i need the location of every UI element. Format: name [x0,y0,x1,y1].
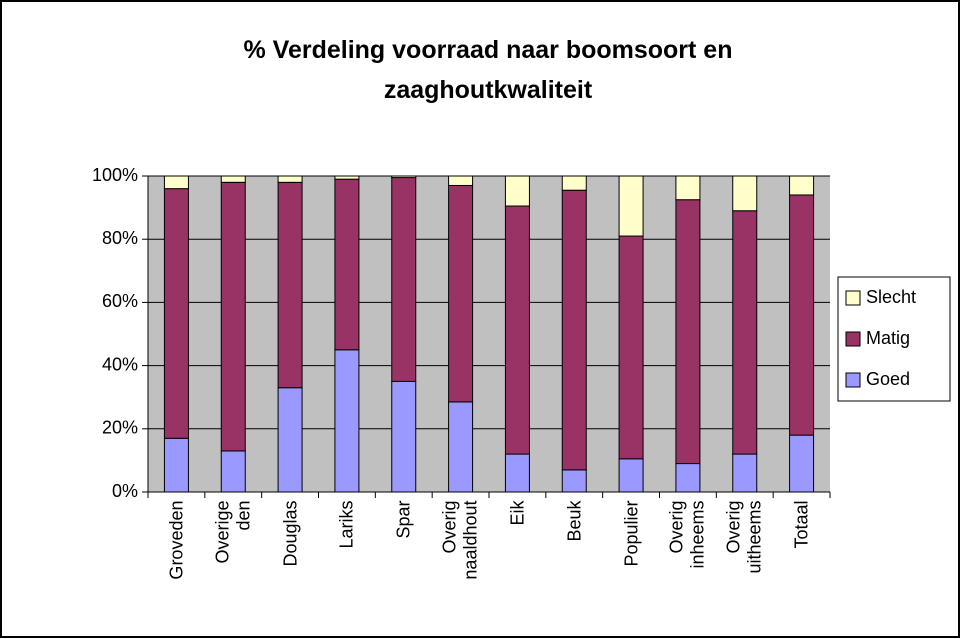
x-tick-label: Douglas [279,500,300,567]
legend-label: Matig [866,328,910,348]
x-tick-label: Overige den [212,500,254,564]
y-tick-label: 0% [112,481,138,501]
y-tick-label: 60% [102,291,138,311]
bar-segment [789,194,815,436]
x-tick-label: Groveden [165,500,186,580]
bar-segment [732,175,758,212]
x-tick-label: Beuk [563,500,584,542]
bar-segment [618,235,644,460]
bar-segment [391,177,417,382]
bar-segment [277,175,303,183]
y-tick-label: 40% [102,354,138,374]
bar-segment [732,453,758,493]
bar-segment [220,181,246,452]
bar-segment [391,175,417,179]
legend-swatch [845,372,861,388]
legend-label: Slecht [866,287,916,307]
bar-segment [220,175,246,183]
bar-segment [163,437,189,493]
bar-segment [561,469,587,493]
y-tick-label: 80% [102,228,138,248]
bar-segment [448,401,474,493]
bar-segment [561,189,587,471]
y-tick-label: 20% [102,418,138,438]
x-tick-label: Populier [620,500,641,567]
bar-segment [334,178,360,351]
legend-label: Goed [866,369,910,389]
x-tick-label: Overig uitheems [723,500,765,574]
bar-segment [675,199,701,465]
bar-segment [504,453,530,493]
bar-segment [618,458,644,493]
bar-segment [448,184,474,403]
chart-title: % Verdeling voorraad naar boomsoort en z… [243,36,733,104]
bar-segment [561,175,587,191]
bar-segment [163,188,189,439]
plot-area [148,176,830,492]
x-tick-label: Eik [506,500,527,526]
bar-segment [277,387,303,493]
bar-segment [391,380,417,493]
bar-segment [334,175,360,180]
bar-segment [618,175,644,237]
x-tick-label: Lariks [336,500,357,549]
bar-segment [448,175,474,186]
y-tick-label: 100% [92,165,138,185]
bar-segment [675,463,701,493]
legend-swatch [845,331,861,347]
bar-segment [277,181,303,389]
bar-segment [504,175,530,207]
bar-segment [789,175,815,196]
bar-segment [504,205,530,455]
bar-segment [220,450,246,493]
bar-segment [675,175,701,201]
bar-segment [163,175,189,190]
x-tick-label: Overig inheems [666,500,708,569]
bar-segment [732,210,758,455]
bar-segment [334,349,360,493]
legend-swatch [845,290,861,306]
bar-segment [789,434,815,493]
x-tick-label: Overig naaldhout [439,500,481,580]
x-tick-label: Spar [393,500,414,539]
x-tick-label: Totaal [791,500,812,549]
